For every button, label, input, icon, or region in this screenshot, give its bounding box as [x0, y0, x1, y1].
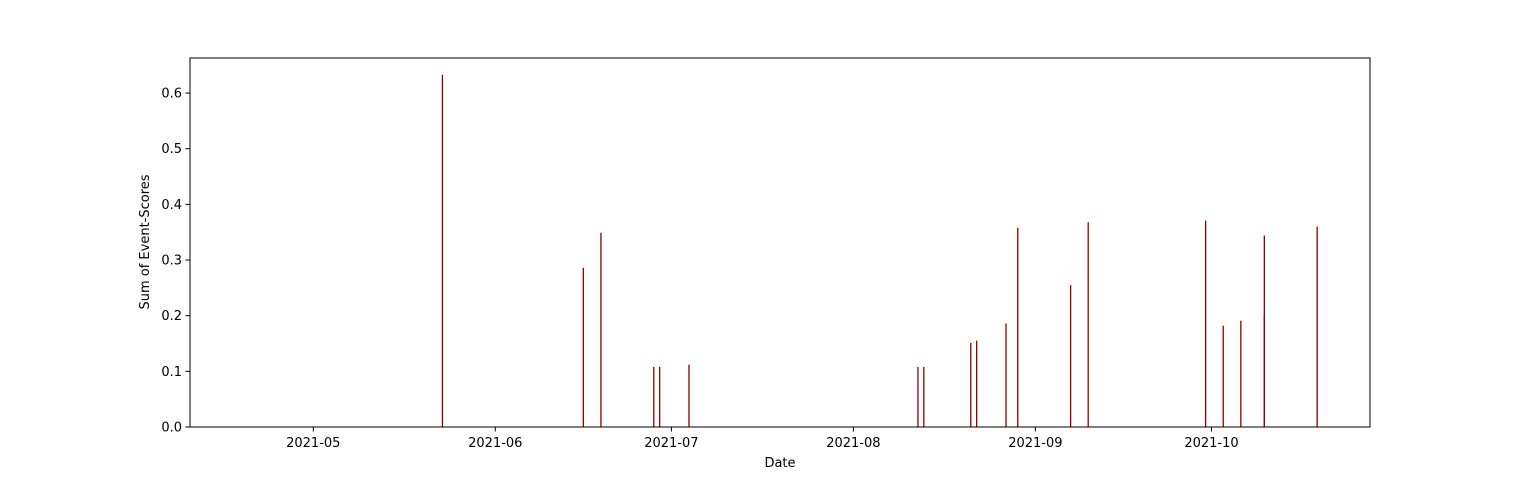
bar — [659, 366, 661, 427]
bar — [1240, 320, 1242, 427]
y-axis-label: Sum of Event-Scores — [138, 174, 153, 309]
x-tick-label: 2021-07 — [644, 436, 698, 451]
y-tick-label: 0.3 — [161, 254, 182, 269]
y-tick-label: 0.1 — [161, 365, 182, 380]
y-tick-label: 0.6 — [161, 87, 182, 102]
bar — [1316, 226, 1318, 427]
x-tick-label: 2021-09 — [1008, 436, 1062, 451]
bar — [582, 267, 584, 427]
bar — [923, 366, 925, 427]
bar — [1069, 285, 1072, 427]
plot-frame — [189, 57, 1371, 428]
x-tick-label: 2021-08 — [826, 436, 880, 451]
bar — [1087, 222, 1089, 427]
bar — [600, 232, 602, 427]
bar — [1222, 325, 1224, 427]
bar — [653, 366, 655, 427]
y-tick-label: 0.2 — [161, 309, 182, 324]
bar — [688, 364, 690, 427]
bar — [970, 342, 972, 427]
bar — [1017, 227, 1019, 427]
bar — [917, 366, 919, 427]
y-tick-label: 0.4 — [161, 198, 182, 213]
x-tick-label: 2021-10 — [1184, 436, 1238, 451]
bar — [976, 340, 978, 427]
bar — [1263, 235, 1265, 427]
x-axis-label: Date — [764, 456, 795, 471]
bar — [1204, 220, 1207, 427]
plot-background — [190, 58, 1370, 427]
y-axis-ticks: 0.0 0.1 0.2 0.3 0.4 0.5 0.6 — [161, 87, 190, 436]
bars-layer — [441, 74, 1318, 427]
x-tick-label: 2021-06 — [468, 436, 522, 451]
bar — [441, 74, 444, 427]
y-tick-label: 0.5 — [161, 142, 182, 157]
bar — [1005, 323, 1007, 427]
x-tick-label: 2021-05 — [286, 436, 340, 451]
y-tick-label: 0.0 — [161, 421, 182, 436]
x-axis-ticks: 2021-05 2021-06 2021-07 2021-08 2021-09 2021-… — [286, 427, 1239, 451]
